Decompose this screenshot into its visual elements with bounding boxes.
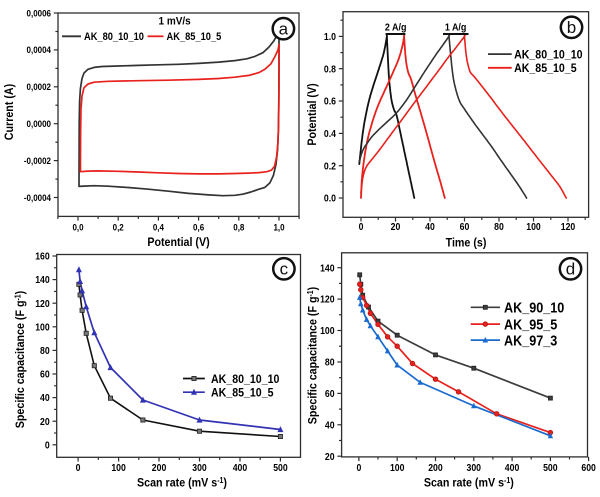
svg-text:AK_80_10_10: AK_80_10_10 [211, 373, 279, 386]
svg-text:400: 400 [233, 463, 248, 474]
svg-text:40: 40 [325, 420, 335, 431]
svg-text:0.0: 0.0 [324, 193, 336, 204]
svg-text:1 mV/s: 1 mV/s [158, 15, 190, 28]
svg-text:Scan rate (mV s-1): Scan rate (mV s-1) [424, 475, 514, 489]
svg-text:Current (A): Current (A) [3, 84, 16, 141]
svg-text:b: b [567, 18, 576, 37]
svg-text:0: 0 [76, 463, 81, 474]
svg-text:400: 400 [505, 463, 520, 474]
svg-text:d: d [566, 260, 575, 279]
svg-text:0,6: 0,6 [193, 222, 204, 233]
svg-text:1 A/g: 1 A/g [445, 22, 467, 34]
svg-text:80: 80 [325, 357, 335, 368]
svg-text:0,0006: 0,0006 [27, 8, 52, 19]
svg-text:200: 200 [428, 463, 443, 474]
svg-text:0,2: 0,2 [113, 222, 124, 233]
svg-text:60: 60 [40, 369, 50, 380]
svg-text:Potential (V): Potential (V) [306, 83, 319, 146]
svg-text:600: 600 [581, 463, 596, 474]
svg-text:100: 100 [526, 222, 541, 233]
svg-text:40: 40 [40, 393, 50, 404]
svg-text:AK_95_5: AK_95_5 [504, 316, 558, 332]
svg-text:-0,0002: -0,0002 [24, 155, 51, 166]
svg-text:500: 500 [543, 463, 558, 474]
svg-text:0,0004: 0,0004 [27, 45, 52, 56]
svg-text:80: 80 [494, 222, 504, 233]
svg-text:AK_80_10_10: AK_80_10_10 [514, 49, 582, 62]
svg-text:Time (s): Time (s) [446, 237, 487, 250]
svg-text:100: 100 [35, 322, 50, 333]
svg-text:100: 100 [111, 463, 126, 474]
svg-text:160: 160 [35, 251, 50, 262]
svg-text:Scan rate (mV s-1): Scan rate (mV s-1) [137, 475, 227, 489]
svg-text:300: 300 [467, 463, 482, 474]
svg-text:0.2: 0.2 [324, 161, 336, 172]
svg-text:2 A/g: 2 A/g [385, 22, 407, 34]
svg-text:AK_90_10: AK_90_10 [504, 300, 564, 316]
svg-text:40: 40 [425, 222, 435, 233]
svg-text:20: 20 [40, 416, 50, 427]
svg-text:AK_85_10_5: AK_85_10_5 [167, 32, 222, 44]
svg-text:20: 20 [325, 451, 335, 462]
svg-text:AK_97_3: AK_97_3 [504, 332, 558, 348]
svg-text:0,8: 0,8 [233, 222, 244, 233]
svg-text:1,0: 1,0 [273, 222, 284, 233]
svg-text:140: 140 [320, 263, 335, 274]
svg-text:120: 120 [35, 298, 50, 309]
svg-text:120: 120 [320, 294, 335, 305]
svg-text:0: 0 [356, 463, 361, 474]
svg-text:c: c [280, 260, 289, 279]
svg-text:0,0000: 0,0000 [27, 118, 52, 129]
svg-text:0: 0 [359, 222, 364, 233]
svg-text:120: 120 [561, 222, 576, 233]
svg-text:20: 20 [391, 222, 401, 233]
svg-text:100: 100 [390, 463, 405, 474]
svg-text:0,0: 0,0 [72, 222, 83, 233]
svg-text:0.8: 0.8 [324, 64, 336, 75]
svg-text:0,0002: 0,0002 [27, 82, 52, 93]
svg-text:AK_80_10_10: AK_80_10_10 [84, 32, 144, 44]
svg-text:0.4: 0.4 [324, 128, 337, 139]
svg-text:1.0: 1.0 [324, 31, 336, 42]
svg-text:Specific capacitance (F g-1): Specific capacitance (F g-1) [305, 287, 319, 425]
svg-text:0.6: 0.6 [324, 96, 336, 107]
svg-text:60: 60 [460, 222, 470, 233]
svg-text:0,4: 0,4 [153, 222, 164, 233]
svg-text:-0,0004: -0,0004 [24, 192, 51, 203]
svg-text:100: 100 [320, 326, 335, 337]
svg-text:a: a [279, 20, 289, 39]
svg-text:0: 0 [45, 440, 50, 451]
svg-text:60: 60 [325, 388, 335, 399]
svg-text:300: 300 [192, 463, 207, 474]
svg-text:AK_85_10_5: AK_85_10_5 [211, 387, 274, 400]
svg-text:Potential (V): Potential (V) [147, 236, 210, 249]
svg-text:500: 500 [273, 463, 288, 474]
svg-text:AK_85_10_5: AK_85_10_5 [514, 63, 577, 76]
svg-text:Specific capacitance (F g-1): Specific capacitance (F g-1) [13, 291, 27, 429]
svg-text:140: 140 [35, 275, 50, 286]
svg-text:80: 80 [40, 345, 50, 356]
svg-text:200: 200 [152, 463, 167, 474]
